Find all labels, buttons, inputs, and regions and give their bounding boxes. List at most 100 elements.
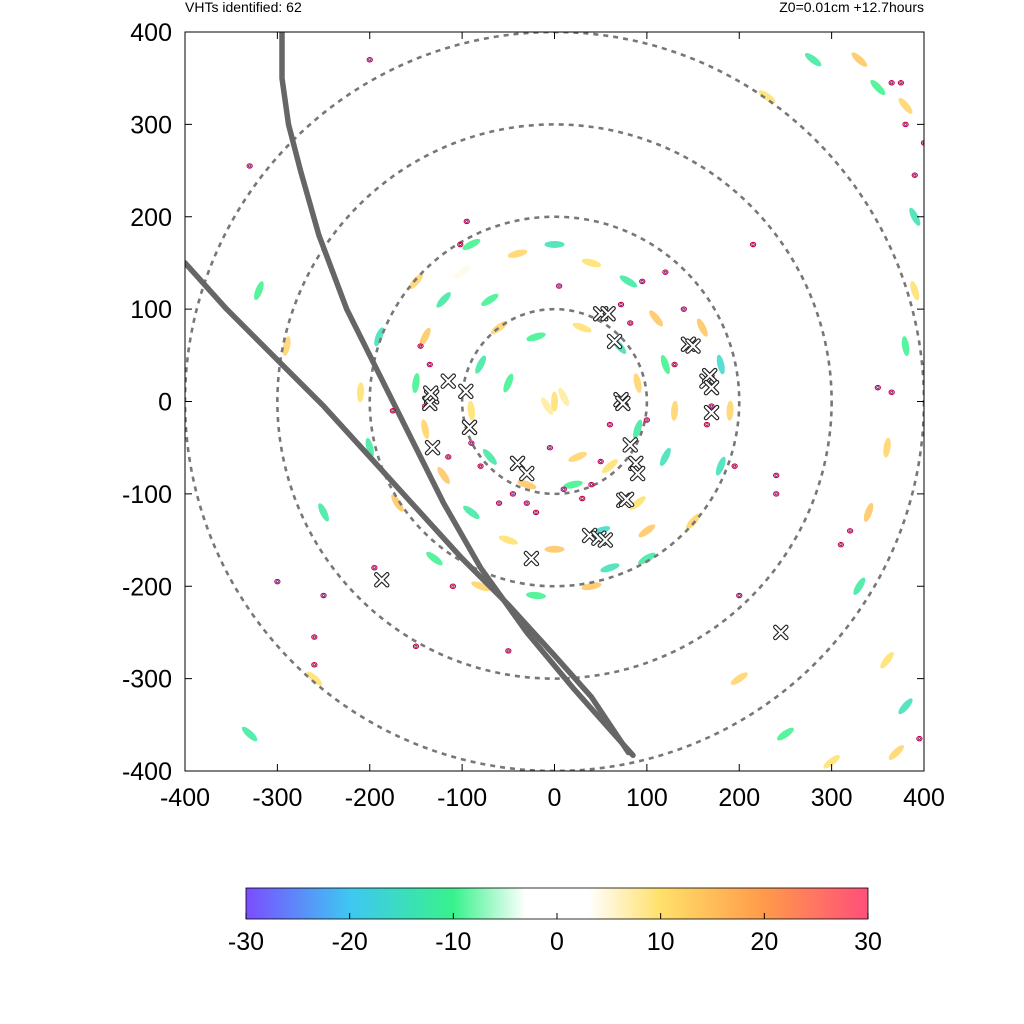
field-patch <box>638 552 656 565</box>
vht-markers <box>374 305 789 641</box>
field-patch <box>526 591 546 600</box>
field-patch <box>685 513 701 530</box>
contour-blob <box>274 578 281 585</box>
vht-marker <box>440 373 457 389</box>
x-tick-label: 0 <box>548 784 562 812</box>
contour-blob <box>555 283 563 289</box>
contour-blob-inner <box>848 529 852 533</box>
plot-area <box>185 32 924 771</box>
contour-blob-inner <box>478 464 483 468</box>
storm-track <box>185 260 632 756</box>
contour-blob-inner <box>312 663 316 667</box>
contour-blob <box>320 592 327 599</box>
field-patch <box>467 400 476 421</box>
field-patch <box>408 273 424 290</box>
contour-blob <box>371 565 378 571</box>
field-patch <box>870 79 886 96</box>
vht-marker <box>606 333 623 350</box>
field-patch <box>463 505 480 519</box>
contour-blob <box>874 384 881 391</box>
field-patch <box>563 480 583 489</box>
field-patch <box>601 459 618 474</box>
field-patch <box>421 419 430 440</box>
contour-blob-inner <box>645 418 649 422</box>
field-patch <box>898 97 913 114</box>
contour-blob-inner <box>372 566 376 570</box>
field-patch <box>436 292 451 308</box>
contour-blob <box>426 361 433 368</box>
contour-blob-inner <box>903 122 908 126</box>
colorbar: -30 -20 -10 0 10 20 30 <box>228 887 882 956</box>
vht-marker <box>597 532 614 548</box>
contour-blob <box>911 172 918 178</box>
vht-marker <box>523 550 540 567</box>
field-patch <box>671 400 679 421</box>
contour-blob <box>606 421 614 428</box>
field-patch <box>600 563 620 573</box>
header-left-text: VHTs identified: 62 <box>185 0 302 15</box>
contour-blob <box>846 528 854 534</box>
field-patch <box>462 238 481 251</box>
x-axis: -400 -300 -200 -100 0 100 200 300 400 <box>160 32 945 812</box>
field-patch <box>437 466 450 484</box>
contour-blob <box>773 472 780 479</box>
colorbar-tick-label: -10 <box>435 928 471 956</box>
field-patch <box>541 397 554 415</box>
field-patch <box>426 551 443 566</box>
contour-blob-inner <box>580 497 584 500</box>
contour-blob-inner <box>391 409 395 413</box>
vht-marker <box>458 383 474 400</box>
contour-blob-inner <box>451 584 455 588</box>
contour-blob <box>902 121 909 128</box>
field-patch <box>730 672 748 685</box>
field-patch <box>306 671 323 686</box>
field-patch <box>619 275 638 288</box>
vht-marker <box>701 367 718 384</box>
contour-blob-inner <box>589 483 594 487</box>
field-patch <box>471 581 490 592</box>
field-patch <box>558 387 570 406</box>
contour-blob <box>311 634 318 640</box>
contour-blob-inner <box>774 473 778 477</box>
field-patch <box>318 503 329 522</box>
contour-blob-inner <box>275 580 279 584</box>
contour-blob <box>773 491 780 497</box>
y-tick-label: 300 <box>130 111 172 139</box>
vht-marker <box>703 379 720 396</box>
contour-blob <box>627 320 634 326</box>
field-patch <box>481 293 499 307</box>
field-patch <box>909 207 921 226</box>
colorbar-ticks: -30 -20 -10 0 10 20 30 <box>228 913 882 956</box>
y-axis: -400 -300 -200 -100 0 100 200 300 400 <box>122 19 924 786</box>
colorbar-tick-label: 0 <box>550 928 564 956</box>
x-tick-label: 300 <box>811 784 853 812</box>
contour-blob-inner <box>917 737 921 741</box>
contour-blob <box>662 269 669 275</box>
contour-blob <box>731 463 738 469</box>
range-ring <box>276 123 833 680</box>
y-tick-label: 0 <box>158 389 172 417</box>
contour-blob-inner <box>774 492 778 496</box>
contour-blob <box>449 583 457 589</box>
contour-blob <box>532 509 540 516</box>
field-patch <box>544 545 565 553</box>
field-patch <box>633 419 643 439</box>
field-patch <box>726 400 734 421</box>
contour-blob <box>417 343 424 349</box>
field-patch <box>898 698 913 715</box>
contour-blob-inner <box>913 173 917 177</box>
range-rings <box>185 32 924 771</box>
field-patch <box>696 318 708 337</box>
field-patch <box>776 727 794 741</box>
x-tick-label: 200 <box>718 784 760 812</box>
contour-blob <box>412 643 420 650</box>
field-patch <box>649 310 663 327</box>
header-right-text: Z0=0.01cm +12.7hours <box>779 0 924 15</box>
contour-blob-inner <box>751 243 755 246</box>
contour-blob <box>463 218 470 225</box>
x-tick-label: -400 <box>160 784 210 812</box>
field-patch <box>517 480 537 490</box>
colorbar-tick-label: 30 <box>854 928 882 956</box>
contour-blob-inner <box>619 303 623 306</box>
field-patch <box>551 391 558 412</box>
